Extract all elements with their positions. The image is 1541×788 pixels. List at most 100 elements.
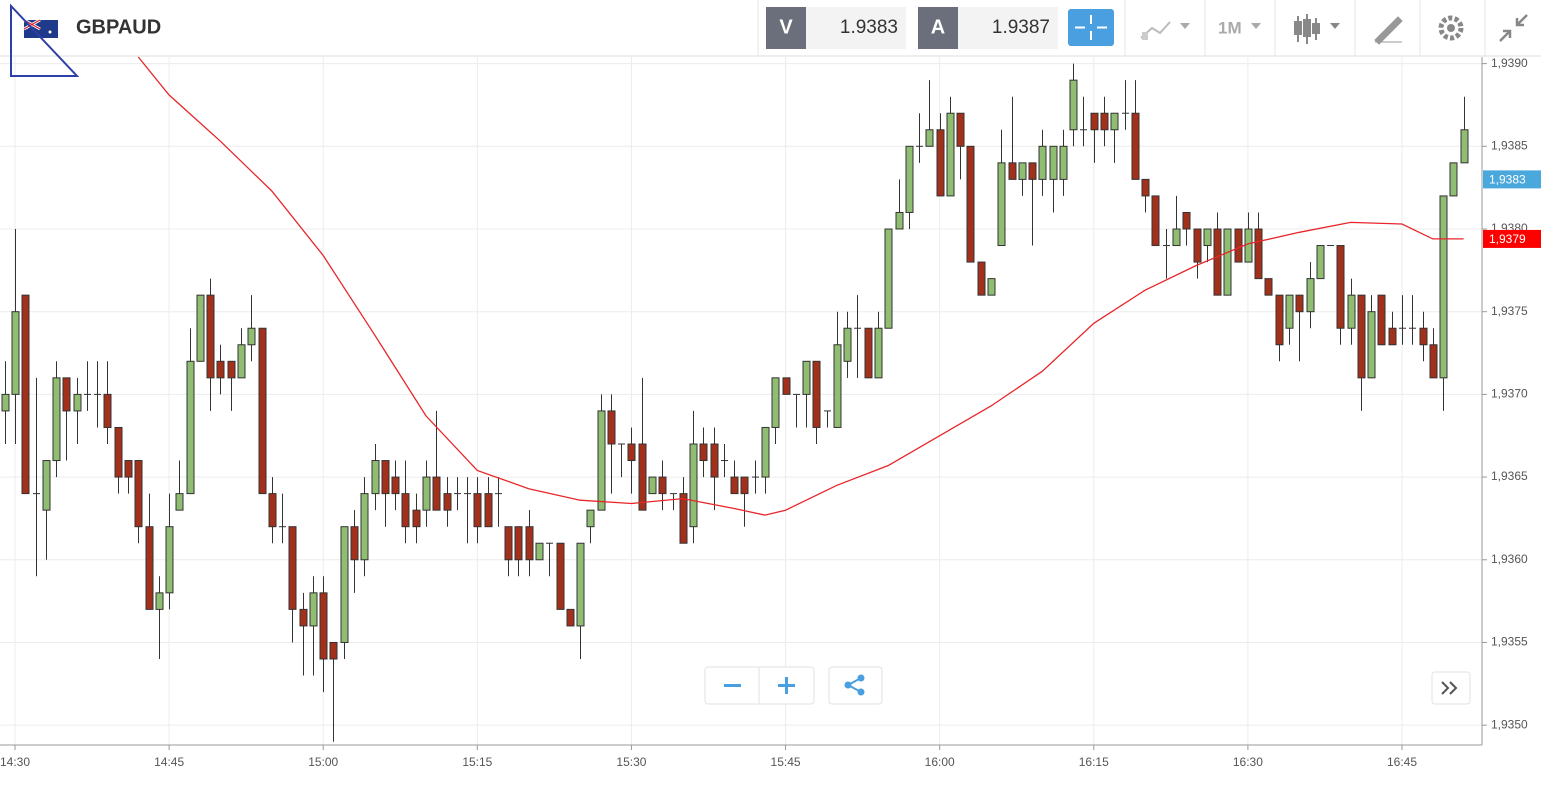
- candle-body: [730, 476, 739, 495]
- candle-body: [350, 526, 359, 561]
- candle-body: [782, 377, 791, 395]
- crosshair-button[interactable]: [1068, 9, 1114, 46]
- candle-body: [1306, 278, 1315, 313]
- plot-area: 1,9350 1,9355 1,9360 1,9365 1,9370 1,9375 1,93…: [0, 56, 1541, 769]
- candle-body: [699, 443, 708, 462]
- bid-label-box[interactable]: [766, 7, 806, 49]
- candle-body: [237, 344, 246, 379]
- x-tick-label: 16:30: [1233, 755, 1263, 769]
- candle-body: [884, 228, 893, 329]
- candle-body: [340, 526, 349, 643]
- timeframe[interactable]: 1M: [1218, 18, 1242, 37]
- bid-box[interactable]: [806, 7, 906, 49]
- candle-body: [134, 460, 143, 528]
- candle-body: [936, 129, 945, 197]
- candle-body: [473, 493, 482, 528]
- candle-body: [1295, 294, 1304, 313]
- candle-body: [895, 211, 904, 230]
- ask-price[interactable]: 1.9387: [992, 17, 1050, 38]
- candle-body: [309, 592, 318, 627]
- candle-body: [1090, 112, 1099, 131]
- candle-body: [42, 460, 51, 511]
- candle-body: [1316, 245, 1325, 280]
- candle-body: [21, 294, 30, 495]
- candle-body: [1100, 112, 1109, 131]
- ask-label[interactable]: A: [931, 16, 945, 38]
- candle-body: [648, 476, 657, 495]
- candle-body: [124, 460, 133, 478]
- scroll-end-button[interactable]: [1431, 671, 1471, 705]
- price-tag: [1483, 170, 1541, 189]
- draw-icon[interactable]: [1374, 16, 1403, 45]
- price-tag-label: 1,9383: [1489, 173, 1526, 187]
- candle-body: [1182, 211, 1191, 230]
- candle-body: [987, 278, 996, 296]
- candle-body: [1028, 162, 1037, 180]
- candle-body: [627, 443, 636, 462]
- candle-body: [710, 443, 719, 478]
- candle-body: [165, 526, 174, 594]
- candle-body: [1151, 195, 1160, 247]
- plot-bg: [0, 57, 1482, 745]
- x-tick-label: 15:15: [462, 755, 492, 769]
- candle-body: [145, 526, 154, 610]
- dropdown-arrow[interactable]: [1180, 23, 1190, 29]
- candle-body: [638, 443, 647, 511]
- candle-body: [1223, 228, 1232, 296]
- collapse-icon[interactable]: [1499, 14, 1528, 42]
- candle-body: [11, 311, 20, 395]
- candle-body: [689, 443, 698, 528]
- candle-body: [1049, 145, 1058, 180]
- candle-body: [1069, 79, 1078, 131]
- candle-body: [401, 493, 410, 528]
- y-tick-label: 1,9365: [1491, 469, 1528, 483]
- candle-body: [52, 377, 61, 462]
- settings-icon[interactable]: [1438, 15, 1464, 41]
- candle-body: [391, 476, 400, 495]
- scroll-end-icon: [1441, 681, 1458, 695]
- x-tick-label: 14:30: [0, 755, 30, 769]
- candle-body: [484, 493, 493, 528]
- bid-label[interactable]: V: [779, 16, 793, 38]
- candle-body: [1460, 129, 1469, 164]
- zoom-in[interactable]: [778, 677, 795, 694]
- y-tick-label: 1,9360: [1491, 552, 1528, 566]
- ask-box[interactable]: [958, 7, 1058, 49]
- x-tick-label: 14:45: [154, 755, 184, 769]
- candle-body: [607, 410, 616, 445]
- settings-icon-center: [1447, 24, 1455, 32]
- candle-body: [1336, 245, 1345, 329]
- icon-bar: [1294, 21, 1302, 35]
- candle-body: [946, 112, 955, 197]
- candle-body: [956, 112, 965, 147]
- x-tick-label: 15:00: [308, 755, 338, 769]
- dropdown-arrow[interactable]: [1251, 23, 1261, 29]
- candle-body: [1367, 311, 1376, 379]
- share-button[interactable]: [828, 666, 883, 705]
- y-tick-label: 1,9350: [1491, 717, 1528, 731]
- candle-body: [771, 377, 780, 428]
- candle-body: [371, 460, 380, 495]
- candle-body: [1357, 294, 1366, 379]
- candle-body: [535, 542, 544, 561]
- candle-body: [1285, 294, 1294, 329]
- zoom-controls: [704, 666, 1471, 705]
- candle-body: [556, 542, 565, 610]
- chart-type-icon[interactable]: [1294, 14, 1320, 44]
- dropdown-arrow[interactable]: [1330, 23, 1340, 29]
- candle-body: [843, 327, 852, 362]
- bid-price[interactable]: 1.9383: [840, 17, 898, 38]
- candle-body: [196, 294, 205, 362]
- candle-body: [997, 162, 1006, 247]
- candle-body: [1059, 145, 1068, 180]
- candle-body: [874, 327, 883, 379]
- candle-body: [925, 129, 934, 147]
- candle-body: [288, 526, 297, 610]
- candle-body: [833, 344, 842, 428]
- candle-body: [812, 360, 821, 428]
- candle-body: [1388, 327, 1397, 346]
- candle-body: [1141, 178, 1150, 197]
- icon-bar: [1303, 19, 1311, 37]
- ask-label-box[interactable]: [918, 7, 958, 49]
